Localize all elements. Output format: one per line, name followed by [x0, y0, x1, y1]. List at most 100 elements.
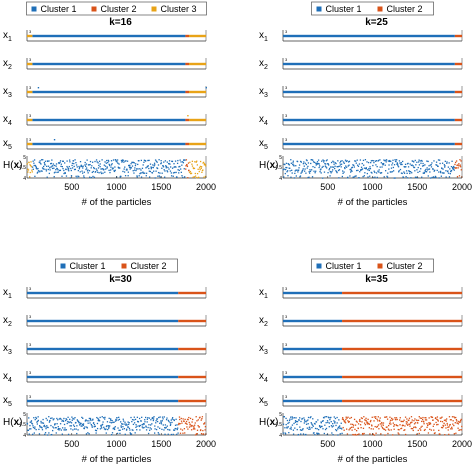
small-tick-top: 3	[285, 29, 288, 34]
legend-swatch-3	[151, 6, 157, 12]
series-2-row-4-seg-1	[454, 118, 462, 122]
legend-swatch-2	[377, 263, 383, 269]
small-tick-top: 3	[29, 113, 32, 118]
legend-box	[311, 258, 434, 273]
row-label-x1: x1	[259, 30, 268, 43]
hx-scatter	[26, 159, 207, 179]
small-tick-top: 3	[29, 29, 32, 34]
series-1-row-4-seg-1	[27, 375, 179, 379]
series-1-row-5-seg-1	[283, 399, 343, 403]
small-tick-top: 3	[29, 57, 32, 62]
row-label-x2: x2	[3, 315, 12, 328]
h-tick-5: 5	[23, 155, 26, 161]
row-label-x1: x1	[259, 287, 268, 300]
x-axis-label: # of the particles	[82, 197, 152, 208]
h-tick-4-5: 4.5	[19, 165, 26, 171]
x-tick-1500: 1500	[151, 439, 171, 449]
row-label-hx: H(x)	[259, 160, 278, 171]
panel-3: Cluster 1 Cluster 2 k=30 3 x1 3 x2 3 x3 3 x4 3 x5 5 4.…	[3, 258, 216, 465]
stray-point-3	[205, 87, 207, 89]
legend-label-1: Cluster 1	[326, 4, 362, 14]
series-1-row-3-seg-1	[27, 347, 179, 351]
legend-swatch-2	[121, 263, 127, 269]
small-tick-top: 3	[29, 137, 32, 142]
series-1-row-4-seg-1	[283, 375, 343, 379]
stray-point-1	[37, 87, 40, 89]
row-label-x1: x1	[3, 287, 12, 300]
series-1-row-2-seg-1	[32, 62, 186, 66]
x-tick-500: 500	[64, 439, 79, 449]
small-tick-top: 3	[285, 113, 288, 118]
series-1-row-1-seg-1	[27, 291, 179, 295]
series-1-row-1-seg-1	[283, 34, 455, 38]
small-tick-top: 3	[285, 137, 288, 142]
chart-title: k=35	[365, 274, 388, 285]
small-tick-top: 3	[29, 342, 32, 347]
legend-swatch-2	[377, 6, 383, 12]
legend-label-2: Cluster 2	[131, 261, 167, 271]
series-3-row-3-seg-1	[27, 90, 33, 94]
small-tick-top: 3	[285, 286, 288, 291]
row-label-x4: x4	[3, 371, 12, 384]
series-3-row-1-seg-2	[188, 34, 206, 38]
legend-label-1: Cluster 1	[326, 261, 362, 271]
row-label-hx: H(x)	[3, 417, 22, 428]
legend-label-2: Cluster 2	[387, 4, 423, 14]
series-3-row-5-seg-2	[188, 142, 206, 146]
h-tick-4: 4	[23, 176, 26, 182]
chart-title: k=30	[109, 274, 132, 285]
series-1-row-1-seg-1	[32, 34, 186, 38]
small-tick-top: 3	[29, 85, 32, 90]
h-tick-5: 5	[279, 412, 282, 418]
legend-swatch-1	[316, 263, 322, 269]
h-tick-5: 5	[279, 155, 282, 161]
h-tick-4-5: 4.5	[275, 422, 282, 428]
series-3-row-2-seg-2	[188, 62, 206, 66]
series-2-row-5-seg-1	[342, 399, 462, 403]
row-label-x3: x3	[259, 343, 268, 356]
legend-label-2: Cluster 2	[101, 4, 137, 14]
x-axis-label: # of the particles	[82, 454, 152, 465]
panel-2: Cluster 1 Cluster 2 k=25 3 x1 3 x2 3 x3 3 x4 3 x5 5 4.…	[259, 1, 472, 208]
stray-point-4	[53, 139, 56, 141]
series-3-row-1-seg-1	[27, 34, 33, 38]
series-2-row-3-seg-1	[178, 347, 206, 351]
small-tick-top: 3	[29, 286, 32, 291]
row-label-x2: x2	[3, 58, 12, 71]
series-2-row-5-seg-1	[454, 142, 462, 146]
series-2-row-4-seg-1	[342, 375, 462, 379]
row-label-x4: x4	[3, 114, 12, 127]
chart-title: k=16	[109, 17, 132, 28]
series-1-row-3-seg-1	[32, 90, 186, 94]
legend-box	[311, 1, 434, 16]
x-tick-1000: 1000	[106, 182, 126, 192]
series-3-row-5-seg-1	[27, 142, 33, 146]
hx-scatter	[26, 416, 207, 436]
series-2-row-5-seg-1	[185, 142, 189, 146]
series-1-row-5-seg-1	[32, 142, 186, 146]
row-label-x3: x3	[3, 343, 12, 356]
row-label-x1: x1	[3, 30, 12, 43]
series-2-row-1-seg-1	[454, 34, 462, 38]
row-label-x5: x5	[3, 138, 12, 151]
x-tick-2000: 2000	[452, 439, 472, 449]
legend-label-1: Cluster 1	[41, 4, 77, 14]
legend-swatch-2	[91, 6, 97, 12]
x-tick-1500: 1500	[407, 182, 427, 192]
panel-4: Cluster 1 Cluster 2 k=35 3 x1 3 x2 3 x3 3 x4 3 x5 5 4.…	[259, 258, 472, 465]
legend-label-3: Cluster 3	[161, 4, 197, 14]
legend-swatch-1	[60, 263, 66, 269]
small-tick-top: 3	[285, 57, 288, 62]
series-1-row-3-seg-1	[283, 347, 343, 351]
x-tick-500: 500	[64, 182, 79, 192]
x-tick-1500: 1500	[151, 182, 171, 192]
series-2-row-3-seg-1	[342, 347, 462, 351]
row-label-x4: x4	[259, 371, 268, 384]
x-tick-2000: 2000	[196, 182, 216, 192]
small-tick-top: 3	[29, 314, 32, 319]
row-label-x3: x3	[3, 86, 12, 99]
x-axis-label: # of the particles	[338, 197, 408, 208]
row-label-x2: x2	[259, 58, 268, 71]
row-label-x2: x2	[259, 315, 268, 328]
